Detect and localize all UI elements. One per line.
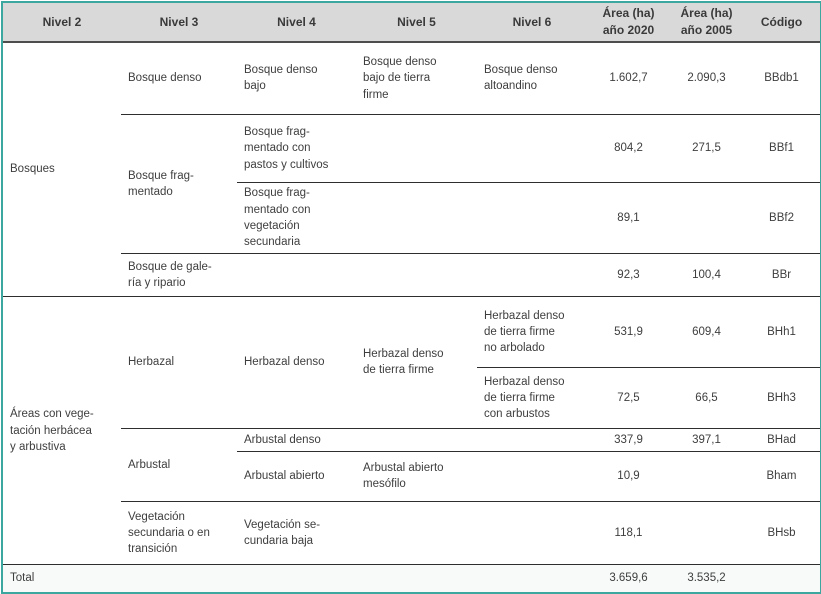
cell-empty [477, 451, 587, 503]
table-row: Bosque frag- mentado con vegetación secu… [3, 182, 820, 254]
cell-empty [477, 182, 587, 254]
header-area-2005: Área (ha) año 2005 [670, 3, 743, 44]
table-row: Vegetación secundaria o en transición Ve… [3, 501, 820, 566]
cell-area2005-empty [670, 451, 743, 503]
cell-area2005-empty [670, 501, 743, 566]
table-row: Herbazal denso de tierra firme con arbus… [3, 367, 820, 429]
cell-nivel3-arbustal: Arbustal [121, 428, 237, 503]
table-row: Bosques Bosque denso Bosque denso bajo B… [3, 42, 820, 298]
header-area-2020: Área (ha) año 2020 [587, 3, 670, 44]
cell-nivel3-bosque-denso: Bosque denso [121, 42, 237, 115]
cell-codigo: BHad [743, 428, 820, 452]
cell-total-label: Total [3, 564, 587, 592]
cell-area2020: 804,2 [587, 114, 670, 184]
cell-nivel2-bosques: Bosques [3, 42, 121, 298]
header-nivel-5: Nivel 5 [356, 3, 477, 44]
cell-area2020: 92,3 [587, 253, 670, 298]
cell-nivel3-bosque-galeria: Bosque de gale- ría y ripario [121, 253, 237, 298]
table-row: Arbustal abierto Arbustal abierto mesófi… [3, 451, 820, 503]
cell-area2005: 397,1 [670, 428, 743, 452]
cell-area2020: 531,9 [587, 296, 670, 369]
header-nivel-6: Nivel 6 [477, 3, 587, 44]
cell-area2005: 2.090,3 [670, 42, 743, 115]
land-cover-area-table: Nivel 2 Nivel 3 Nivel 4 Nivel 5 Nivel 6 … [3, 3, 820, 592]
header-nivel-3: Nivel 3 [121, 3, 237, 44]
cell-nivel6-herbazal-no-arbolado: Herbazal denso de tierra firme no arbola… [477, 296, 587, 369]
cell-area2005: 609,4 [670, 296, 743, 369]
cell-total-codigo-empty [743, 564, 820, 592]
cell-nivel3-herbazal: Herbazal [121, 296, 237, 429]
cell-codigo: Bham [743, 451, 820, 503]
cell-area2005: 100,4 [670, 253, 743, 298]
table-header: Nivel 2 Nivel 3 Nivel 4 Nivel 5 Nivel 6 … [3, 3, 820, 44]
cell-nivel6-bosque-denso-altoandino: Bosque denso altoandino [477, 42, 587, 115]
cell-codigo: BBdb1 [743, 42, 820, 115]
cell-empty [237, 253, 587, 298]
cell-area2020: 89,1 [587, 182, 670, 254]
cell-nivel4-vegetacion-secundaria-baja: Vegetación se- cundaria baja [237, 501, 356, 566]
cell-total-area2020: 3.659,6 [587, 564, 670, 592]
cell-nivel3-vegetacion-secundaria: Vegetación secundaria o en transición [121, 501, 237, 566]
header-nivel-2: Nivel 2 [3, 3, 121, 44]
cell-nivel5-herbazal-denso-tierra-firme: Herbazal denso de tierra firme [356, 296, 477, 429]
cell-empty [356, 182, 477, 254]
cell-nivel4-arbustal-denso: Arbustal denso [237, 428, 356, 452]
cell-nivel5-arbustal-abierto-mesofilo: Arbustal abierto mesófilo [356, 451, 477, 503]
cell-nivel4-frag-veg-secundaria: Bosque frag- mentado con vegetación secu… [237, 182, 356, 254]
cell-nivel3-bosque-fragmentado: Bosque frag- mentado [121, 114, 237, 254]
cell-nivel4-frag-pastos-cultivos: Bosque frag- mentado con pastos y cultiv… [237, 114, 356, 184]
cell-area2005: 271,5 [670, 114, 743, 184]
cell-codigo: BHh1 [743, 296, 820, 369]
cell-nivel6-herbazal-con-arbustos: Herbazal denso de tierra firme con arbus… [477, 367, 587, 429]
table-row: Bosque de gale- ría y ripario 92,3 100,4… [3, 253, 820, 298]
cell-area2005-empty [670, 182, 743, 254]
cell-nivel5-bosque-denso-bajo-tierra-firme: Bosque denso bajo de tierra firme [356, 42, 477, 115]
cell-codigo: BBr [743, 253, 820, 298]
cell-area2020: 10,9 [587, 451, 670, 503]
cell-nivel4-bosque-denso-bajo: Bosque denso bajo [237, 42, 356, 115]
cell-codigo: BHh3 [743, 367, 820, 429]
cell-area2020: 72,5 [587, 367, 670, 429]
total-row: Total 3.659,6 3.535,2 [3, 564, 820, 592]
table-row: Arbustal Arbustal denso 337,9 397,1 BHad [3, 428, 820, 503]
cell-empty [356, 428, 587, 452]
cell-codigo: BBf2 [743, 182, 820, 254]
cell-empty [477, 114, 587, 184]
header-nivel-4: Nivel 4 [237, 3, 356, 44]
table-row: Áreas con vege- tación herbácea y arbust… [3, 296, 820, 566]
cell-total-area2005: 3.535,2 [670, 564, 743, 592]
cell-area2005: 66,5 [670, 367, 743, 429]
cell-area2020: 1.602,7 [587, 42, 670, 115]
cell-codigo: BHsb [743, 501, 820, 566]
cell-empty [356, 114, 477, 184]
cell-codigo: BBf1 [743, 114, 820, 184]
cell-area2020: 118,1 [587, 501, 670, 566]
header-codigo: Código [743, 3, 820, 44]
cell-nivel4-herbazal-denso: Herbazal denso [237, 296, 356, 429]
table-row: Bosque frag- mentado Bosque frag- mentad… [3, 114, 820, 254]
cell-empty [356, 501, 587, 566]
cell-nivel2-areas-vegetacion: Áreas con vege- tación herbácea y arbust… [3, 296, 121, 566]
cell-nivel4-arbustal-abierto: Arbustal abierto [237, 451, 356, 503]
cell-area2020: 337,9 [587, 428, 670, 452]
